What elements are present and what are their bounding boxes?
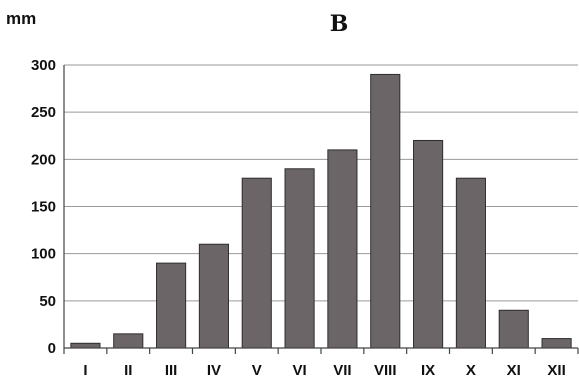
x-tick-label: XI (507, 362, 521, 379)
x-tick-label: VI (292, 362, 306, 379)
axes (63, 65, 579, 354)
y-tick-label: 200 (31, 151, 56, 168)
bar-III (156, 262, 187, 349)
y-tick-label: 150 (31, 199, 56, 216)
bar-XI (498, 309, 529, 349)
x-tick-label: IX (421, 362, 435, 379)
bar-XII (541, 338, 572, 349)
x-tick-labels: I II III IV V VI VII VIII IX X XI XII (83, 362, 565, 379)
chart-title: B (330, 11, 349, 37)
y-tick-label: 50 (39, 293, 56, 310)
bar-IV (198, 243, 229, 349)
y-tick-labels: 0 50 100 150 200 250 300 (31, 57, 56, 357)
bar-VIII (370, 73, 401, 349)
y-tick-label: 0 (48, 340, 56, 357)
bar-I (70, 342, 101, 349)
x-tick-label: VII (333, 362, 351, 379)
x-tick-label: VIII (374, 362, 397, 379)
y-axis-unit-label: mm (6, 9, 36, 28)
x-tick-label: X (466, 362, 476, 379)
bar-X (455, 177, 486, 349)
x-tick-label: IV (207, 362, 221, 379)
bar-II (113, 333, 144, 349)
y-tick-label: 100 (31, 246, 56, 263)
x-tick-label: I (83, 362, 87, 379)
y-tick-label: 300 (31, 57, 56, 74)
x-tick-label: XII (547, 362, 565, 379)
bar-IX (413, 139, 444, 349)
gridlines (64, 64, 578, 302)
bar-VII (327, 149, 358, 349)
bar-VI (284, 168, 315, 349)
x-tick-label: III (165, 362, 178, 379)
x-tick-label: II (124, 362, 132, 379)
y-tick-label: 250 (31, 104, 56, 121)
bar-V (241, 177, 272, 349)
x-tick-label: V (252, 362, 262, 379)
bars (70, 73, 572, 349)
